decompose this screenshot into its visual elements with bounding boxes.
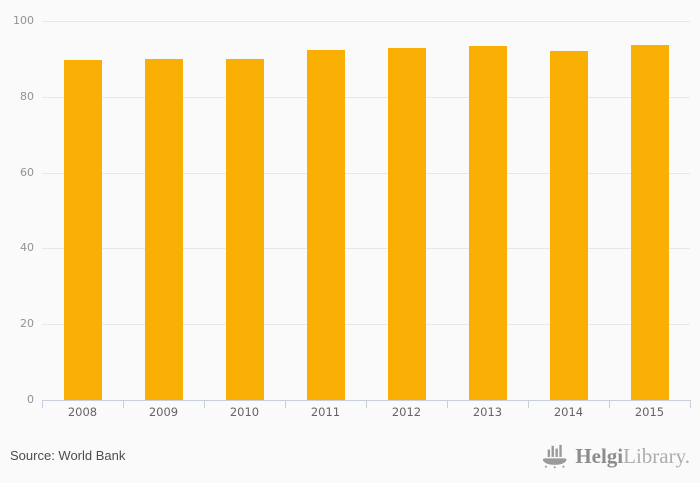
x-axis-tick xyxy=(42,400,43,408)
x-tick-label: 2008 xyxy=(67,405,98,419)
x-tick-label: 2014 xyxy=(553,405,584,419)
bar-2009 xyxy=(144,58,183,400)
y-tick-label: 80 xyxy=(20,90,34,103)
x-tick-label: 2011 xyxy=(310,405,341,419)
x-tick-label: 2012 xyxy=(391,405,422,419)
chart-footer: Source: World Bank HelgiLibrary. xyxy=(0,435,700,483)
gridline xyxy=(42,97,690,98)
x-axis-tick xyxy=(690,400,691,408)
x-axis-tick xyxy=(366,400,367,408)
y-tick-label: 100 xyxy=(13,14,34,27)
gridline xyxy=(42,21,690,22)
y-tick-label: 20 xyxy=(20,317,34,330)
bar-2011 xyxy=(306,49,345,400)
x-axis-tick xyxy=(447,400,448,408)
bar-2014 xyxy=(549,50,588,400)
y-tick-label: 60 xyxy=(20,166,34,179)
helgi-ship-icon xyxy=(543,444,567,469)
x-tick-label: 2015 xyxy=(634,405,665,419)
x-tick-label: 2013 xyxy=(472,405,503,419)
x-axis-tick xyxy=(204,400,205,408)
logo-text-helgi: Helgi xyxy=(575,444,624,468)
x-tick-label: 2009 xyxy=(148,405,179,419)
bar-2013 xyxy=(468,46,507,400)
bar-2008 xyxy=(63,60,102,400)
x-axis-tick xyxy=(285,400,286,408)
helgi-library-logo: HelgiLibrary. xyxy=(542,443,690,469)
x-tick-label: 2010 xyxy=(229,405,260,419)
gridline xyxy=(42,248,690,249)
gridline xyxy=(42,324,690,325)
bar-2012 xyxy=(387,48,426,400)
x-axis-tick xyxy=(123,400,124,408)
plot-area xyxy=(42,21,690,400)
x-axis-tick xyxy=(528,400,529,408)
x-axis-tick xyxy=(609,400,610,408)
y-tick-label: 40 xyxy=(20,241,34,254)
bar-2010 xyxy=(225,58,264,400)
y-tick-label: 0 xyxy=(27,393,34,406)
source-label: Source: World Bank xyxy=(10,448,126,463)
bar-2015 xyxy=(630,44,669,400)
logo-text-library: Library. xyxy=(623,444,690,468)
gridline xyxy=(42,173,690,174)
logo-wordmark: HelgiLibrary. xyxy=(575,443,690,469)
